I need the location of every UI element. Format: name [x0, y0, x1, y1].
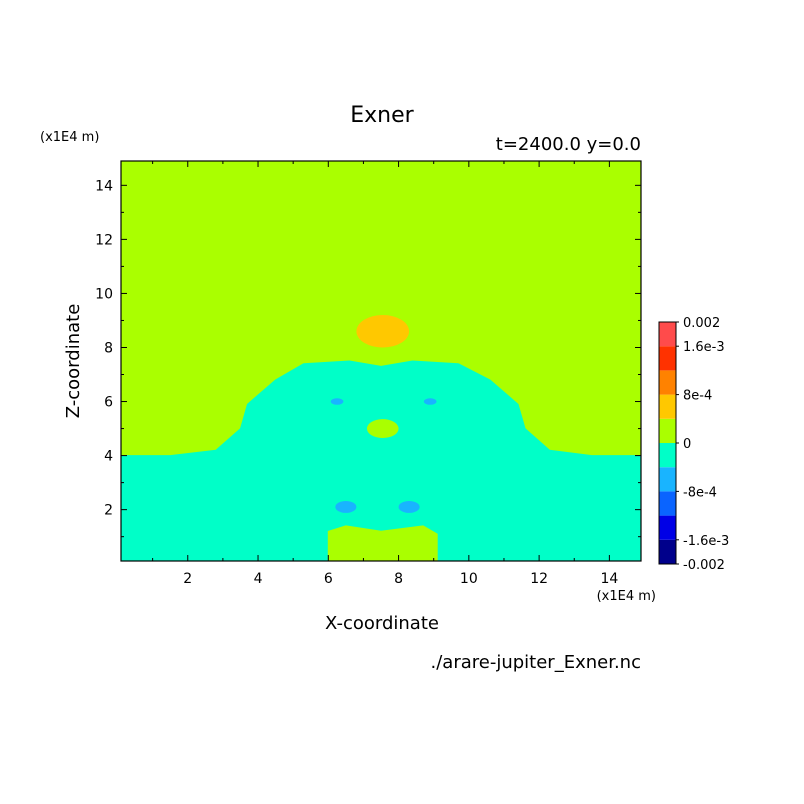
right-negative-cell — [423, 398, 437, 405]
bottom-positive-block — [327, 525, 438, 562]
y-tick-label: 8 — [104, 340, 113, 356]
source-file-label: ./arare-jupiter_Exner.nc — [431, 652, 641, 673]
y-tick-label: 10 — [95, 286, 113, 302]
colorbar-segment — [659, 394, 676, 419]
colorbar-segment — [659, 467, 676, 492]
colorbar-label: -8e-4 — [683, 485, 717, 500]
lower-left-negative-cell — [335, 501, 357, 513]
x-tick-label: 14 — [600, 571, 618, 587]
negative-dome — [120, 360, 642, 562]
x-tick-label: 6 — [324, 571, 333, 587]
y-axis-label: Z-coordinate — [63, 304, 84, 419]
x-tick-label: 10 — [460, 571, 478, 587]
small-positive-center — [366, 419, 399, 439]
colorbar-segment — [659, 515, 676, 540]
y-tick-label: 4 — [104, 449, 113, 465]
x-axis-ticks: 2 4 6 8 10 12 14 — [152, 161, 618, 587]
y-tick-label: 6 — [104, 395, 113, 411]
colorbar-segment — [659, 322, 676, 347]
colorbar-label: 0.002 — [683, 316, 720, 331]
colorbar-segment — [659, 443, 676, 468]
y-unit-label: (x1E4 m) — [40, 130, 99, 145]
left-negative-cell — [330, 398, 344, 405]
colorbar-segment — [659, 418, 676, 443]
colorbar-label: 8e-4 — [683, 389, 712, 404]
x-unit-label: (x1E4 m) — [597, 589, 656, 604]
x-tick-label: 12 — [530, 571, 548, 587]
x-axis-label: X-coordinate — [325, 613, 439, 634]
colorbar-label: -1.6e-3 — [683, 534, 729, 549]
colorbar-segment — [659, 346, 676, 371]
colorbar-label: -0.002 — [683, 558, 725, 573]
plot-frame — [120, 160, 642, 562]
x-tick-label: 2 — [183, 571, 192, 587]
upper-positive-anomaly — [356, 315, 410, 348]
y-tick-label: 12 — [95, 232, 113, 248]
plot-area — [120, 160, 642, 562]
lower-right-negative-cell — [398, 501, 420, 513]
colorbar-segment — [659, 539, 676, 564]
chart-subtitle: t=2400.0 y=0.0 — [496, 134, 641, 155]
x-tick-label: 4 — [254, 571, 263, 587]
colorbar-segment — [659, 370, 676, 395]
x-tick-label: 8 — [394, 571, 403, 587]
y-tick-label: 14 — [95, 178, 113, 194]
colorbar: 0.002 1.6e-3 8e-4 0 -8e-4 -1.6e-3 -0.002 — [658, 316, 729, 573]
colorbar-label: 1.6e-3 — [683, 340, 725, 355]
colorbar-label: 0 — [683, 437, 691, 452]
y-tick-label: 2 — [104, 503, 113, 519]
y-axis-ticks: 2 4 6 8 10 12 14 — [95, 178, 641, 538]
colorbar-segment — [659, 491, 676, 516]
chart-title: Exner — [350, 103, 414, 128]
